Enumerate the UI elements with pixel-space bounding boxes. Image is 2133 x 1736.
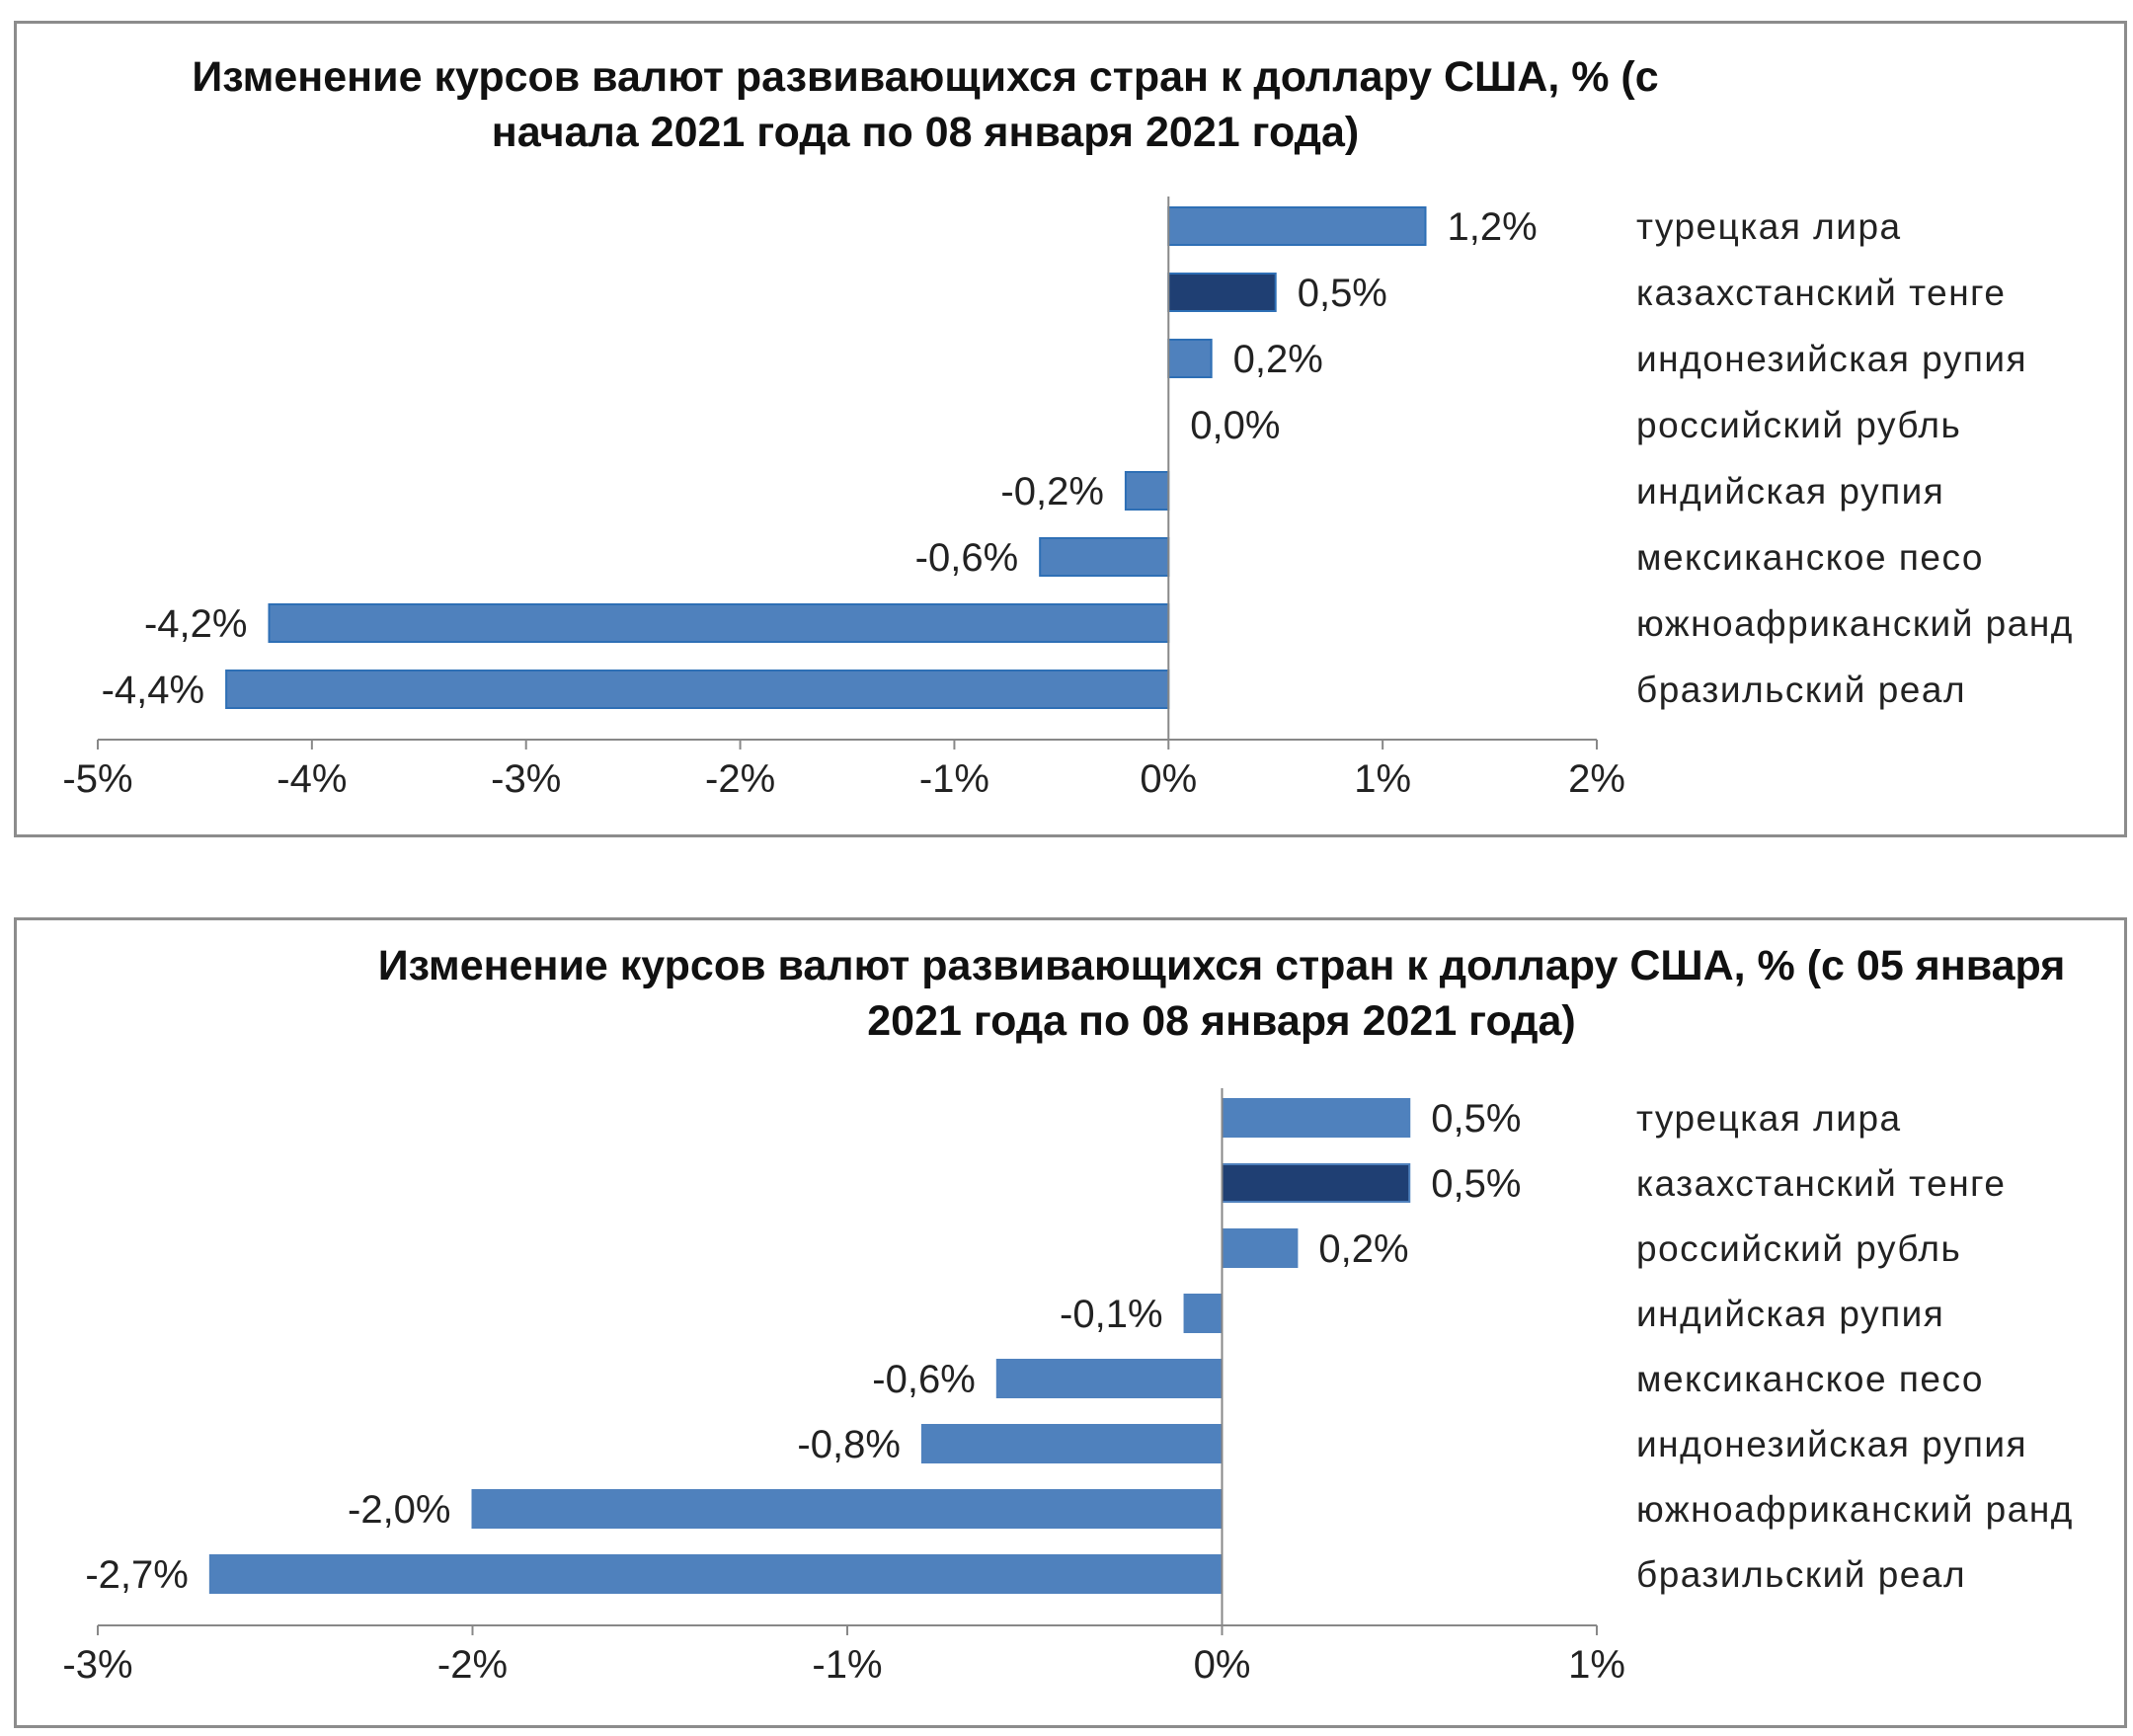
category-label: турецкая лира	[1636, 206, 1902, 247]
chart-panel-1: Изменение курсов валют развивающихся стр…	[14, 21, 2127, 837]
x-tick-label: -2%	[705, 757, 775, 801]
x-tick-label: 1%	[1568, 1643, 1625, 1687]
bar	[1221, 1228, 1299, 1268]
bar	[1039, 537, 1170, 577]
bar	[1167, 273, 1277, 312]
x-tick-label: -5%	[62, 757, 132, 801]
bar	[471, 1489, 1224, 1529]
data-label: -0,6%	[915, 536, 1019, 580]
data-label: 0,5%	[1298, 272, 1387, 315]
data-label: 0,2%	[1233, 338, 1323, 381]
bar	[1221, 1163, 1411, 1203]
x-tick-label: 2%	[1568, 757, 1625, 801]
x-tick-label: 0%	[1140, 757, 1197, 801]
category-label: казахстанский тенге	[1636, 273, 2006, 313]
data-label: 0,0%	[1190, 404, 1280, 447]
category-label: индонезийская рупия	[1636, 339, 2027, 379]
x-tick-label: -1%	[812, 1643, 882, 1687]
bar	[268, 603, 1170, 643]
category-label: индонезийская рупия	[1636, 1424, 2027, 1464]
x-tick-label: -1%	[919, 757, 989, 801]
category-label: турецкая лира	[1636, 1098, 1902, 1139]
data-label: 0,5%	[1431, 1162, 1521, 1206]
data-label: -2,7%	[85, 1553, 189, 1597]
category-label: казахстанский тенге	[1636, 1163, 2006, 1204]
bar	[208, 1554, 1224, 1594]
category-label: индийская рупия	[1636, 1294, 1944, 1334]
bar-chart-2: 0,5% турецкая лира 0,5% казахстанский тенге…	[62, 1088, 2074, 1687]
data-label: -0,1%	[1060, 1293, 1163, 1336]
bar	[225, 670, 1170, 709]
x-tick-label: 1%	[1354, 757, 1411, 801]
bar	[1183, 1294, 1224, 1333]
bar	[995, 1359, 1224, 1398]
data-label: 0,5%	[1431, 1097, 1521, 1141]
data-label: -4,2%	[144, 602, 248, 646]
category-label: мексиканское песо	[1636, 1359, 1984, 1399]
bar	[1167, 206, 1427, 246]
category-label: российский рубль	[1636, 1228, 1961, 1269]
x-tick-label: 0%	[1194, 1643, 1251, 1687]
chart-title: Изменение курсов валют развивающихся стр…	[192, 53, 1659, 156]
category-label: индийская рупия	[1636, 471, 1944, 512]
category-label: мексиканское песо	[1636, 537, 1984, 578]
x-tick-label: -2%	[437, 1643, 508, 1687]
chart-title: Изменение курсов валют развивающихся стр…	[377, 942, 2066, 1045]
data-label: -4,4%	[102, 669, 205, 712]
category-label: южноафриканский ранд	[1636, 603, 2074, 644]
bar	[1221, 1098, 1411, 1138]
chart-panel-2: Изменение курсов валют развивающихся стр…	[14, 917, 2127, 1728]
bar-chart-1: 1,2% турецкая лира 0,5% казахстанский тенге…	[62, 197, 2074, 801]
category-label: российский рубль	[1636, 405, 1961, 445]
x-tick-label: -4%	[276, 757, 347, 801]
bar	[1167, 339, 1213, 378]
x-tick-label: -3%	[491, 757, 561, 801]
x-tick-label: -3%	[62, 1643, 132, 1687]
data-label: 0,2%	[1318, 1227, 1408, 1271]
bar	[1124, 471, 1170, 511]
data-label: -0,6%	[872, 1358, 976, 1401]
category-label: бразильский реал	[1636, 1554, 1966, 1595]
data-label: -2,0%	[348, 1488, 451, 1532]
bar	[920, 1424, 1224, 1463]
category-label: южноафриканский ранд	[1636, 1489, 2074, 1530]
category-label: бразильский реал	[1636, 670, 1966, 710]
data-label: -0,2%	[1000, 470, 1104, 513]
data-label: 1,2%	[1448, 205, 1538, 249]
data-label: -0,8%	[797, 1423, 901, 1466]
